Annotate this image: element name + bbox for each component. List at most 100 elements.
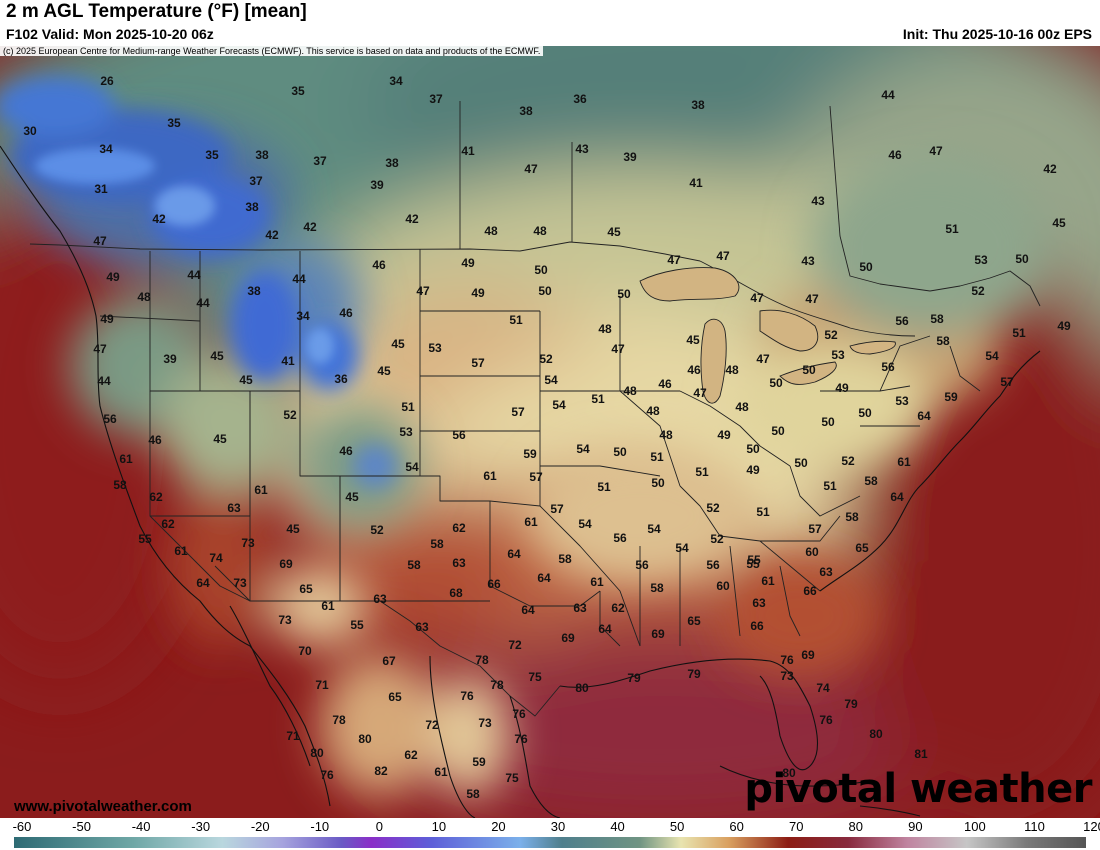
temperature-label: 73 (278, 613, 292, 627)
temperature-label: 76 (819, 713, 833, 727)
colorbar-tick-label: 110 (1024, 819, 1045, 834)
temperature-label: 42 (303, 220, 317, 234)
temperature-label: 51 (597, 480, 611, 494)
temperature-label: 34 (296, 309, 310, 323)
colorbar-tick-label: -20 (250, 819, 270, 834)
temperature-label: 50 (538, 284, 552, 298)
temperature-label: 45 (345, 490, 359, 504)
temperature-label: 50 (794, 456, 808, 470)
temperature-label: 51 (650, 450, 664, 464)
temperature-label: 45 (1052, 216, 1066, 230)
temperature-label: 78 (490, 678, 504, 692)
temperature-label: 50 (821, 415, 835, 429)
temperature-label: 72 (425, 718, 439, 732)
temperature-label: 46 (372, 258, 386, 272)
temperature-label: 54 (576, 442, 590, 456)
temperature-label: 45 (210, 349, 224, 363)
temperature-label: 45 (391, 337, 405, 351)
temperature-label: 36 (573, 92, 587, 106)
temperature-label: 47 (93, 234, 107, 248)
colorbar-tick-label: -50 (72, 819, 91, 834)
temperature-label: 56 (635, 558, 649, 572)
temperature-label: 62 (452, 521, 466, 535)
temperature-label: 57 (471, 356, 485, 370)
temperature-label: 60 (716, 579, 730, 593)
temperature-label: 57 (1000, 375, 1014, 389)
temperature-label: 52 (706, 501, 720, 515)
temperature-map[interactable]: 26 34 35 37 36 38 44 30 34 35 35 38 37 38 43 39 41 46 47 42… (0, 46, 1100, 818)
temperature-label: 50 (1015, 252, 1029, 266)
temperature-label: 66 (487, 577, 501, 591)
temperature-label: 48 (623, 384, 637, 398)
temperature-label: 56 (103, 412, 117, 426)
temperature-label: 45 (607, 225, 621, 239)
temperature-label: 69 (801, 648, 815, 662)
temperature-label: 76 (780, 653, 794, 667)
temperature-label: 47 (805, 292, 819, 306)
temperature-label: 80 (310, 746, 324, 760)
temperature-label: 52 (370, 523, 384, 537)
temperature-label: 51 (695, 465, 709, 479)
temperature-label: 61 (524, 515, 538, 529)
temperature-label: 48 (137, 290, 151, 304)
temperature-label: 81 (914, 747, 928, 761)
temperature-label: 80 (575, 681, 589, 695)
temperature-label: 35 (291, 84, 305, 98)
temperature-label: 61 (590, 575, 604, 589)
temperature-label: 38 (385, 156, 399, 170)
temperature-label: 58 (650, 581, 664, 595)
temperature-label: 69 (651, 627, 665, 641)
temperature-label: 61 (119, 452, 133, 466)
temperature-label: 75 (528, 670, 542, 684)
colorbar-ticks: -60 -50 -40 -30 -20 -10 0 10 20 30 40 50 60 70 80 90 100… (0, 819, 1100, 835)
temperature-label: 56 (613, 531, 627, 545)
temperature-label: 57 (550, 502, 564, 516)
temperature-label: 67 (382, 654, 396, 668)
colorbar-tick-label: 40 (610, 819, 625, 834)
temperature-label: 61 (254, 483, 268, 497)
temperature-label: 49 (717, 428, 731, 442)
temperature-label: 39 (370, 178, 384, 192)
temperature-label: 50 (771, 424, 785, 438)
temperature-label: 47 (716, 249, 730, 263)
temperature-label: 57 (511, 405, 525, 419)
temperature-label: 45 (286, 522, 300, 536)
temperature-label: 41 (461, 144, 475, 158)
temperature-label: 49 (1057, 319, 1071, 333)
temperature-label: 46 (339, 444, 353, 458)
colorbar-tick-label: 10 (431, 819, 447, 834)
temperature-label: 64 (917, 409, 931, 423)
temperature-label: 38 (247, 284, 261, 298)
temperature-label: 55 (746, 557, 760, 571)
temperature-label: 63 (227, 501, 241, 515)
temperature-label: 46 (658, 377, 672, 391)
temperature-label: 55 (138, 532, 152, 546)
colorbar-tick-label: -60 (12, 819, 32, 834)
temperature-label: 64 (890, 490, 904, 504)
temperature-label: 53 (831, 348, 845, 362)
temperature-label: 52 (971, 284, 985, 298)
temperature-label: 47 (93, 342, 107, 356)
temperature-label: 58 (930, 312, 944, 326)
temperature-label: 50 (858, 406, 872, 420)
temperature-label: 54 (405, 460, 419, 474)
temperature-label: 74 (209, 551, 223, 565)
temperature-label: 69 (561, 631, 575, 645)
temperature-label: 62 (404, 748, 418, 762)
temperature-label: 37 (313, 154, 327, 168)
website-link[interactable]: www.pivotalweather.com (14, 798, 192, 815)
temperature-label: 61 (897, 455, 911, 469)
temperature-label: 46 (148, 433, 162, 447)
temperature-label: 38 (519, 104, 533, 118)
temperature-label: 62 (611, 601, 625, 615)
temperature-label: 64 (537, 571, 551, 585)
colorbar-tick-label: -10 (310, 819, 330, 834)
temperature-label: 48 (725, 363, 739, 377)
temperature-label: 76 (320, 768, 334, 782)
colorbar-tick-label: 0 (375, 819, 383, 834)
temperature-label: 64 (521, 603, 535, 617)
temperature-label: 51 (401, 400, 415, 414)
temperature-label: 56 (881, 360, 895, 374)
colorbar-tick-label: 120 (1083, 819, 1100, 834)
temperature-label: 49 (106, 270, 120, 284)
